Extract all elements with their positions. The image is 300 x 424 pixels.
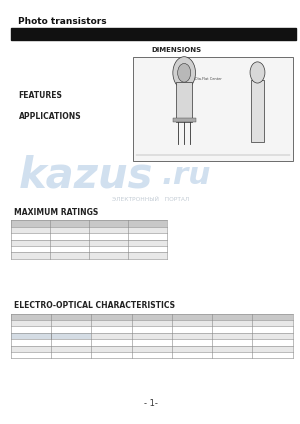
Bar [11,314,292,320]
Bar [11,240,167,246]
Bar [11,227,167,233]
Text: FEATURES: FEATURES [19,91,62,100]
Text: Dia.Flat Center: Dia.Flat Center [195,77,222,81]
Bar [176,82,192,122]
Bar [11,320,292,326]
Text: ELECTRO-OPTICAL CHARACTERISTICS: ELECTRO-OPTICAL CHARACTERISTICS [14,301,175,310]
Text: DIMENSIONS: DIMENSIONS [151,47,201,53]
Text: APPLICATIONS: APPLICATIONS [19,112,81,121]
Bar [133,57,292,161]
Bar [11,333,292,339]
Text: kazus: kazus [18,155,153,197]
Text: ЭЛЕКТРОННЫЙ   ПОРТАЛ: ЭЛЕКТРОННЫЙ ПОРТАЛ [112,197,190,202]
Bar [173,118,196,122]
Circle shape [178,64,191,82]
Bar [11,346,292,352]
Text: - 1-: - 1- [144,399,158,408]
Bar [11,28,296,40]
Text: .ru: .ru [162,162,211,190]
Circle shape [250,62,265,83]
Text: MAXIMUM RATINGS: MAXIMUM RATINGS [14,208,98,217]
Bar [251,80,264,142]
Bar [11,252,167,259]
Text: Photo transistors: Photo transistors [19,17,107,26]
Bar [11,333,92,339]
Circle shape [173,57,196,89]
Bar [11,220,167,227]
